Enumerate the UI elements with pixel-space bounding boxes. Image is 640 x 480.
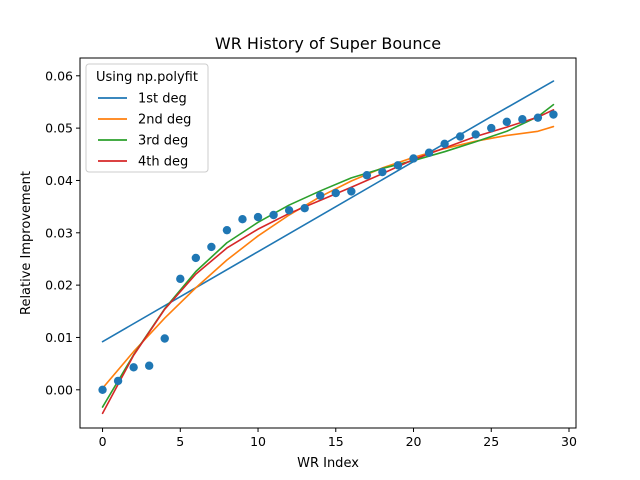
y-tick-label: 0.03 [45,225,73,240]
data-point [502,117,512,127]
axes-frame [79,57,577,429]
data-point [113,376,123,386]
data-point [393,161,403,170]
y-tick-label: 0.06 [45,68,73,83]
chart-title: WR History of Super Bounce [215,34,441,53]
legend: Using np.polyfit 1st deg 2nd deg 3rd deg 4t… [85,63,209,173]
y-axis-label: Relative Improvement [19,171,34,315]
data-point [331,188,340,198]
data-point [533,113,543,122]
data-point [222,225,232,235]
data-point [98,385,107,394]
data-point [300,204,309,213]
data-point [440,139,449,149]
data-point [487,123,496,133]
data-point [347,187,356,196]
x-tick-label: 0 [99,434,107,449]
data-point [269,210,278,220]
legend-label: 4th deg [138,155,188,170]
legend-label: 1st deg [138,92,187,107]
axes-layer [79,57,577,429]
x-tick-label: 15 [328,434,344,449]
y-tick-label: 0.00 [45,382,73,397]
data-point [129,363,138,372]
x-tick-label: 10 [250,434,266,449]
legend-box [85,63,209,173]
x-tick-label: 5 [176,434,184,449]
legend-label: 3rd deg [138,134,188,149]
data-point [455,132,465,141]
data-point [284,206,294,215]
fit-line-1 [101,80,555,343]
legend-title: Using np.polyfit [96,70,198,85]
data-point [191,253,201,263]
data-point [518,115,527,124]
data-point [238,214,247,224]
y-axis-ticks: 0.00 0.01 0.02 0.03 0.04 0.05 0.06 [45,68,80,397]
x-axis-ticks: 0 5 10 15 20 25 30 [99,428,577,449]
data-point [362,171,372,180]
x-tick-label: 25 [483,434,499,449]
data-point [253,212,263,222]
fit-line-3 [101,103,555,408]
data-point [424,148,434,157]
y-tick-label: 0.01 [45,330,73,345]
y-tick-label: 0.02 [45,278,73,293]
y-tick-label: 0.04 [45,173,73,188]
y-tick-label: 0.05 [45,121,73,136]
points-layer [98,110,558,394]
data-point [409,154,418,163]
data-point [207,242,216,252]
legend-label: 2nd deg [138,113,191,128]
data-point [549,110,558,119]
x-tick-label: 30 [561,434,577,449]
data-point [316,191,325,200]
x-tick-label: 20 [406,434,422,449]
legend-entries: 1st deg 2nd deg 3rd deg 4th deg [98,92,191,170]
data-point [144,361,154,370]
data-point [160,334,169,343]
data-point [176,274,185,284]
x-axis-label: WR Index [297,456,359,471]
data-point [471,130,480,139]
data-point [378,167,387,177]
